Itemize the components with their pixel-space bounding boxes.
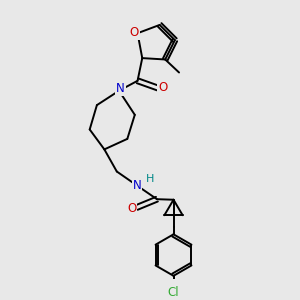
Text: N: N <box>116 82 125 95</box>
Text: N: N <box>133 179 141 192</box>
Text: O: O <box>127 202 136 214</box>
Text: O: O <box>158 81 167 94</box>
Text: O: O <box>130 26 139 39</box>
Text: Cl: Cl <box>168 286 179 299</box>
Text: H: H <box>146 174 154 184</box>
